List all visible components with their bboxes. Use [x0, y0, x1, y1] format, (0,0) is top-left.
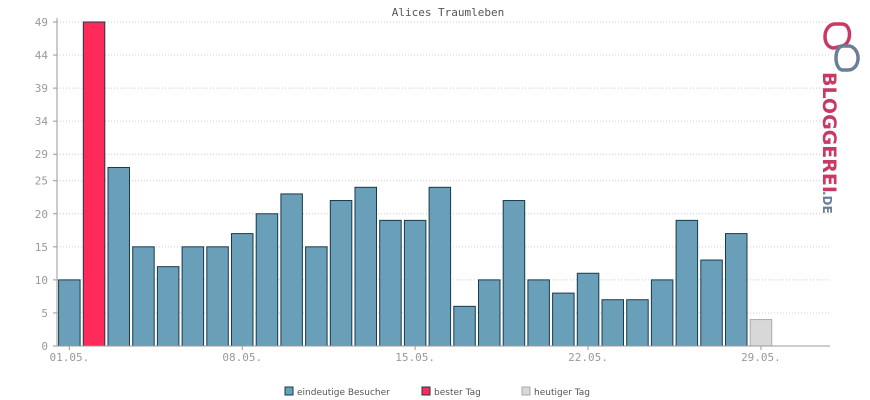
- bar: [231, 233, 254, 347]
- bar: [725, 233, 748, 347]
- y-tick-label: 25: [35, 175, 48, 188]
- x-tick-label: 08.05.: [222, 351, 262, 364]
- axes: [53, 18, 830, 350]
- y-tick-label: 44: [35, 49, 49, 62]
- bar: [428, 186, 452, 347]
- x-tick-label: 22.05.: [568, 351, 608, 364]
- logo-text: BLOGGEREI: [818, 72, 840, 193]
- bar: [255, 213, 279, 347]
- bar: [107, 166, 130, 347]
- bars: [58, 21, 773, 347]
- bar: [206, 246, 229, 347]
- bar: [650, 279, 674, 347]
- y-tick-label: 5: [41, 307, 48, 320]
- bar: [403, 219, 427, 347]
- logo-suffix: .DE: [820, 191, 834, 214]
- bar: [675, 219, 699, 347]
- x-tick-labels: 01.05. 08.05. 15.05. 22.05. 29.05.: [49, 351, 780, 364]
- bar: [478, 279, 501, 347]
- bloggerei-logo: BLOGGEREI .DE: [818, 22, 860, 214]
- legend-label: bester Tag: [434, 388, 481, 398]
- legend: eindeutige Besucher bester Tag heutiger Ta…: [284, 386, 590, 398]
- bar: [58, 279, 81, 347]
- y-tick-label: 29: [35, 148, 48, 161]
- bar: [527, 279, 550, 347]
- legend-swatch: [421, 386, 431, 396]
- y-tick-label: 39: [35, 82, 48, 95]
- bar-today: [749, 319, 773, 347]
- legend-swatch: [284, 386, 294, 396]
- bar: [132, 246, 155, 347]
- bar: [601, 299, 624, 347]
- x-tick-label: 29.05.: [741, 351, 781, 364]
- bar: [354, 186, 377, 347]
- bar: [626, 299, 649, 347]
- bar: [576, 272, 600, 347]
- y-tick-label: 20: [35, 208, 48, 221]
- chart-title: Alices Traumleben: [392, 6, 505, 19]
- legend-swatch: [521, 386, 531, 396]
- y-tick-label: 49: [35, 16, 48, 29]
- bar-best-day: [82, 21, 106, 347]
- legend-label: eindeutige Besucher: [297, 388, 390, 398]
- bar: [329, 200, 353, 347]
- legend-label: heutiger Tag: [534, 388, 590, 398]
- bar: [280, 193, 303, 347]
- y-tick-label: 34: [35, 115, 49, 128]
- bar: [700, 259, 723, 347]
- bar: [502, 200, 526, 347]
- y-tick-labels: 0 5 10 15 20 25 29 34 39 44 49: [35, 16, 49, 353]
- bar: [453, 305, 476, 347]
- y-tick-label: 10: [35, 274, 48, 287]
- bar: [181, 246, 205, 347]
- bar: [379, 219, 402, 347]
- x-tick-label: 01.05.: [49, 351, 89, 364]
- y-tick-label: 0: [41, 340, 48, 353]
- y-tick-label: 15: [35, 241, 48, 254]
- logo-icon: [823, 22, 860, 72]
- bar: [305, 246, 328, 347]
- bar: [552, 292, 575, 347]
- x-tick-label: 15.05.: [395, 351, 435, 364]
- bar: [156, 266, 180, 347]
